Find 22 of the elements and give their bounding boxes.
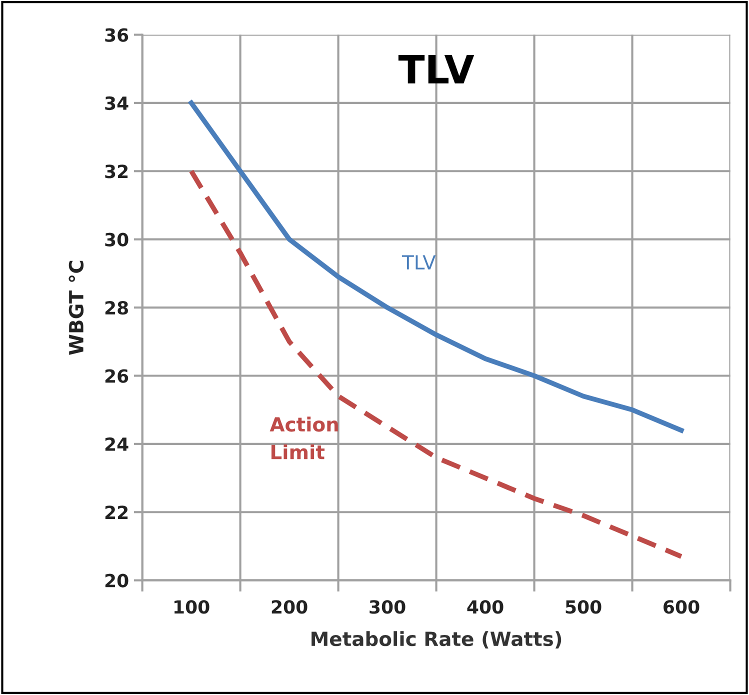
y-tick-label: 20 <box>105 574 128 588</box>
y-axis-title: WBGT °C <box>68 260 84 355</box>
y-tick-label: 36 <box>105 28 128 42</box>
text: TLV <box>402 255 436 270</box>
y-tick-label: 26 <box>105 369 128 383</box>
y-tick-label: 34 <box>105 96 128 110</box>
series-label: Action Limit <box>270 416 338 460</box>
line-series <box>188 168 684 559</box>
x-tick-label: 200 <box>272 600 308 614</box>
y-tick-label: 30 <box>105 232 128 246</box>
y-tick-label: 22 <box>105 506 128 519</box>
x-tick-label: 600 <box>664 600 700 614</box>
y-tick-label: 24 <box>105 437 128 451</box>
line-series <box>188 100 684 433</box>
x-axis-title: Metabolic Rate (Watts) <box>312 631 562 648</box>
x-tick-label: 400 <box>467 600 504 614</box>
y-tick-label: 32 <box>105 164 128 178</box>
x-tick-label: 300 <box>370 600 406 614</box>
x-tick-label: 100 <box>174 600 210 614</box>
x-tick-label: 500 <box>566 600 602 614</box>
y-tick-label: 28 <box>105 300 128 315</box>
chart-title: TLV <box>398 55 474 84</box>
